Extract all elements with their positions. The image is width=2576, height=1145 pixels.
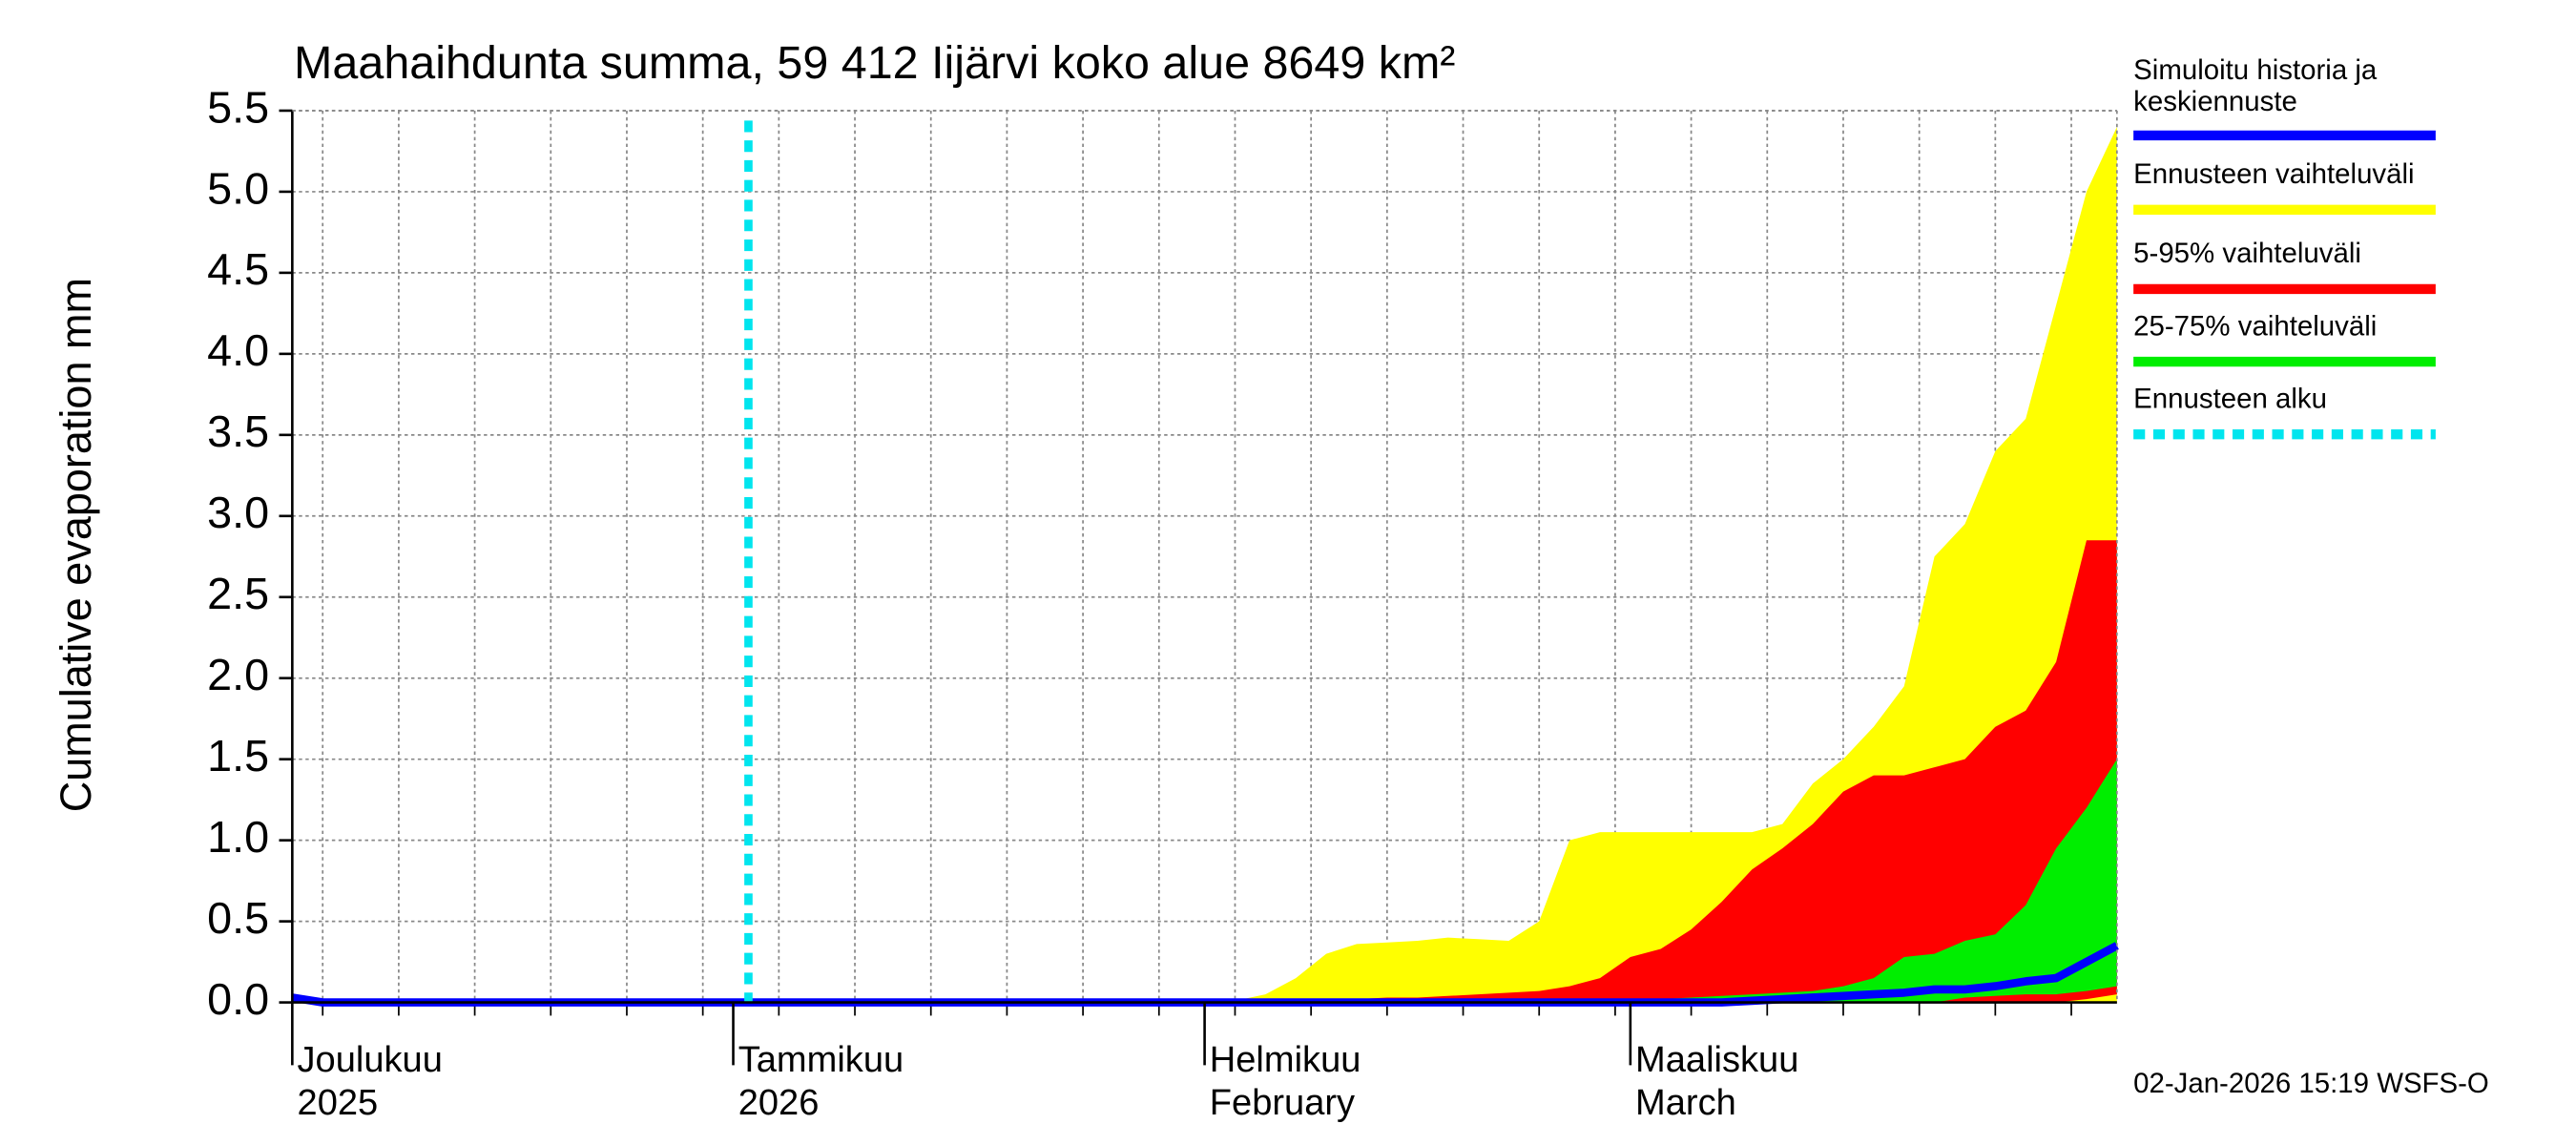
y-tick-label: 0.0: [207, 974, 269, 1024]
y-tick-label: 4.0: [207, 325, 269, 375]
legend-entry: Ennusteen alku: [2133, 383, 2328, 415]
y-tick-label: 3.5: [207, 406, 269, 456]
y-tick-label: 5.0: [207, 163, 269, 213]
legend-entry: 5-95% vaihteluväli: [2133, 238, 2361, 270]
y-tick-label: 3.0: [207, 488, 269, 537]
x-tick-sublabel: 2025: [298, 1083, 379, 1123]
y-tick-label: 1.0: [207, 812, 269, 862]
legend-entry: 25-75% vaihteluväli: [2133, 310, 2378, 343]
footer: 02-Jan-2026 15:19 WSFS-O: [2133, 1068, 2489, 1099]
y-tick-label: 4.5: [207, 244, 269, 294]
x-tick-sublabel: March: [1635, 1083, 1736, 1123]
legend-entry: Simuloitu historia ja keskiennuste: [2133, 54, 2378, 117]
x-tick-label: Tammikuu: [738, 1040, 904, 1080]
x-tick-label: Joulukuu: [298, 1040, 443, 1080]
x-tick-label: Helmikuu: [1210, 1040, 1361, 1080]
legend-label: Ennusteen vaihteluväli: [2133, 158, 2415, 191]
legend-entry: Ennusteen vaihteluväli: [2133, 158, 2415, 191]
legend-label: Simuloitu historia ja keskiennuste: [2133, 54, 2378, 117]
legend-label: 25-75% vaihteluväli: [2133, 310, 2378, 343]
x-tick-sublabel: 2026: [738, 1083, 820, 1123]
y-tick-label: 2.0: [207, 650, 269, 699]
band-area: [292, 759, 2117, 1003]
y-axis-label: Cumulative evaporation mm: [52, 278, 100, 812]
legend-label: Ennusteen alku: [2133, 383, 2328, 415]
x-tick-label: Maaliskuu: [1635, 1040, 1798, 1080]
y-tick-label: 5.5: [207, 82, 269, 132]
chart-title: Maahaihdunta summa, 59 412 Iijärvi koko …: [294, 37, 1455, 89]
x-tick-sublabel: February: [1210, 1083, 1355, 1123]
y-tick-label: 0.5: [207, 893, 269, 943]
legend-label: 5-95% vaihteluväli: [2133, 238, 2361, 270]
y-tick-label: 2.5: [207, 569, 269, 618]
y-tick-label: 1.5: [207, 731, 269, 781]
